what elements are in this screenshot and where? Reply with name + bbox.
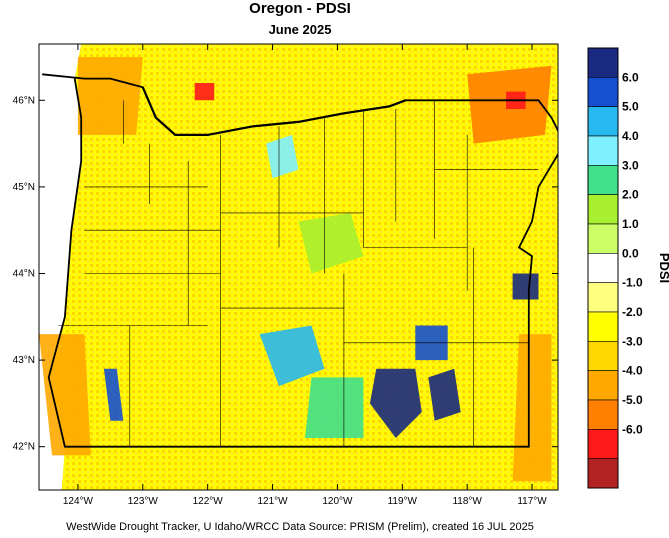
- colorbar-swatch: [587, 106, 619, 137]
- colorbar-label: -4.0: [622, 364, 643, 378]
- map-title: Oregon - PDSI: [249, 0, 351, 17]
- colorbar-label: -5.0: [622, 393, 643, 407]
- colorbar-label: 2.0: [622, 188, 639, 202]
- colorbar-swatch: [587, 47, 619, 78]
- colorbar-swatch: [587, 194, 619, 225]
- region-very-dry-nw-spot: [194, 83, 215, 101]
- lon-tick-label: 121°W: [257, 496, 288, 507]
- region-green-south: [305, 377, 364, 438]
- colorbar-label: 3.0: [622, 158, 639, 172]
- latitude-ticks: 46°N 45°N 44°N 43°N 42°N: [13, 95, 558, 453]
- colorbar-swatch: [587, 429, 619, 459]
- colorbar-swatch: [587, 458, 619, 489]
- lon-tick-label: 118°W: [452, 496, 482, 507]
- colorbar-swatch: [587, 223, 619, 254]
- lon-tick-label: 122°W: [193, 496, 224, 507]
- region-green-central: [298, 212, 364, 274]
- colorbar-label: -1.0: [622, 276, 643, 290]
- pdsi-map: [39, 44, 558, 490]
- region-wet-klamath: [103, 368, 124, 421]
- lat-tick-label: 42°N: [13, 442, 35, 453]
- colorbar-label: 0.0: [622, 246, 639, 260]
- colorbar-label: 6.0: [622, 70, 639, 84]
- lon-tick-label: 117°W: [517, 496, 547, 507]
- map-frame: [38, 43, 559, 491]
- colorbar-label: 1.0: [622, 217, 639, 231]
- colorbar-label: 4.0: [622, 129, 639, 143]
- region-wet-hart-mountain: [428, 368, 461, 421]
- colorbar-title: PDSI: [657, 253, 669, 283]
- colorbar-swatch: [587, 399, 619, 430]
- colorbar-swatch: [587, 77, 619, 107]
- region-dry-southeast-corner: [512, 334, 552, 482]
- colorbar-swatch: [587, 311, 619, 342]
- longitude-ticks: 124°W 123°W 122°W 121°W 120°W 119°W 118°W 117°W: [63, 44, 547, 507]
- lat-tick-label: 46°N: [13, 95, 35, 106]
- colorbar-label: -2.0: [622, 305, 643, 319]
- colorbar-label: 5.0: [622, 100, 639, 114]
- lon-tick-label: 120°W: [322, 496, 353, 507]
- region-moist-northcentral: [266, 134, 299, 179]
- colorbar-swatch: [587, 370, 619, 401]
- colorbar-swatch: [587, 165, 619, 195]
- colorbar-label: -6.0: [622, 422, 643, 436]
- map-subtitle: June 2025: [268, 22, 332, 37]
- columbia-river-border: [141, 86, 406, 136]
- region-wet-southeast-basin: [369, 368, 422, 438]
- colorbar-swatch: [587, 253, 619, 283]
- offshore-area: [39, 44, 82, 490]
- lat-tick-label: 43°N: [13, 355, 35, 366]
- region-wet-wallowa: [512, 273, 539, 300]
- lon-tick-label: 119°W: [388, 496, 418, 507]
- region-dry-northwest: [77, 57, 143, 135]
- colorbar-frame: [587, 47, 619, 489]
- colorbar-swatch: [587, 341, 619, 371]
- lat-tick-label: 44°N: [13, 268, 35, 279]
- lon-tick-label: 124°W: [63, 496, 94, 507]
- lat-tick-label: 45°N: [13, 182, 35, 193]
- lon-tick-label: 123°W: [128, 496, 159, 507]
- colorbar: 6.0 5.0 4.0 3.0 2.0 1.0 0.0 -1.0 -2.0 -3.0 -4.0 -5.…: [587, 47, 669, 489]
- map-footer: WestWide Drought Tracker, U Idaho/WRCC D…: [66, 521, 534, 533]
- colorbar-label: -3.0: [622, 334, 643, 348]
- region-moist-central: [259, 325, 325, 387]
- colorbar-swatch: [587, 135, 619, 166]
- colorbar-swatch: [587, 282, 619, 313]
